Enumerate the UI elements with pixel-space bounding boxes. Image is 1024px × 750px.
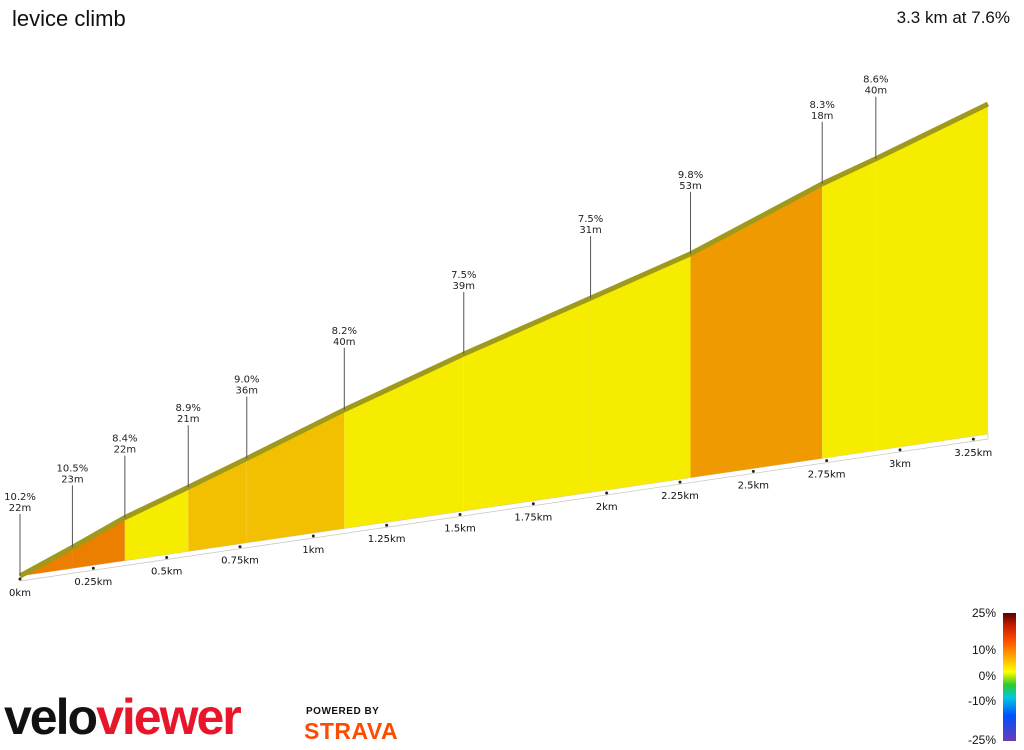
distance-tick-mark [91, 566, 95, 570]
distance-tick-label: 2.75km [808, 470, 846, 481]
gradient-strip [72, 517, 125, 569]
distance-tick-mark [678, 480, 682, 484]
gradient-strip [124, 487, 189, 561]
segment-gain-label: 18m [811, 111, 833, 122]
distance-tick-label: 2.25km [661, 491, 699, 502]
distance-tick-label: 0km [9, 588, 31, 599]
distance-tick-mark [605, 491, 609, 495]
segment-gradient-label: 9.0% [234, 375, 259, 386]
distance-tick-mark [898, 448, 902, 452]
distance-tick-mark [751, 469, 755, 473]
segment-gradient-label: 8.3% [809, 100, 834, 111]
gradient-strip [822, 158, 876, 459]
logo-viewer: viewer [96, 689, 241, 744]
veloviewer-logo: veloviewer [4, 689, 243, 744]
distance-tick-label: 1.25km [368, 534, 406, 545]
distance-tick-mark [825, 459, 829, 463]
segment-gradient-label: 8.6% [863, 75, 888, 86]
segment-gain-label: 40m [865, 86, 887, 97]
distance-tick-mark [165, 555, 169, 559]
chart-title: levice climb [12, 6, 126, 31]
segment-gain-label: 36m [236, 386, 258, 397]
segment-annotations-layer: 10.2%22m10.5%23m8.4%22m8.9%21m9.0%36m8.2… [4, 75, 889, 576]
distance-tick-label: 0.75km [221, 556, 259, 567]
segment-gain-label: 23m [61, 474, 83, 485]
segment-gradient-label: 7.5% [578, 214, 603, 225]
distance-tick-mark [18, 577, 22, 581]
distance-tick-mark [531, 502, 535, 506]
climb-summary: 3.3 km at 7.6% [896, 8, 1010, 27]
segment-gradient-label: 7.5% [451, 270, 476, 281]
segment-gain-label: 40m [333, 337, 355, 348]
svg-text:veloviewer: veloviewer [4, 689, 241, 744]
segment-gain-label: 39m [453, 281, 475, 292]
distance-tick-label: 3.25km [954, 448, 992, 459]
scale-label-minus25: -25% [968, 733, 996, 747]
distance-tick-label: 1km [302, 545, 324, 556]
scale-label-minus10: -10% [968, 694, 996, 708]
distance-tick-mark [458, 512, 462, 516]
segment-gradient-label: 8.4% [112, 434, 137, 445]
distance-tick-label: 3km [889, 459, 911, 470]
gradient-strip [590, 253, 691, 493]
segment-gain-label: 53m [679, 181, 701, 192]
segment-gradient-label: 10.2% [4, 492, 36, 503]
strava-logo: STRAVA [304, 718, 399, 744]
distance-tick-mark [238, 545, 242, 549]
distance-ticks-layer: 0km 0.25km 0.5km 0.75km 1km 1.25km 1.5km 1.75km… [9, 437, 992, 599]
distance-tick-mark [311, 534, 315, 538]
segment-gradient-label: 8.2% [332, 326, 357, 337]
gradient-color-scale: 25% 10% 0% -10% -25% [968, 606, 1016, 747]
segment-gradient-label: 9.8% [678, 170, 703, 181]
distance-tick-label: 2km [596, 502, 618, 513]
gradient-strip [690, 183, 823, 478]
profile-ridge-layer [18, 101, 990, 579]
gradient-strip [246, 409, 345, 543]
distance-tick-label: 2.5km [738, 480, 769, 491]
segment-gain-label: 22m [9, 503, 31, 514]
segment-gain-label: 21m [177, 414, 199, 425]
distance-tick-mark [385, 523, 389, 527]
gradient-strip [875, 104, 988, 451]
segment-gradient-label: 10.5% [57, 463, 89, 474]
scale-label-0: 0% [979, 669, 997, 683]
powered-by-label: POWERED BY [306, 706, 380, 717]
distance-tick-label: 0.5km [151, 566, 182, 577]
gradient-strip [463, 298, 591, 511]
distance-tick-label: 1.75km [514, 513, 552, 524]
distance-tick-mark [971, 437, 975, 441]
segment-gradient-label: 8.9% [176, 403, 201, 414]
distance-tick-label: 0.25km [74, 577, 112, 588]
logo-velo: velo [4, 689, 97, 744]
segment-gain-label: 22m [114, 445, 136, 456]
profile-ridge [18, 101, 990, 579]
scale-label-10: 10% [972, 643, 996, 657]
color-scale-bar [1003, 613, 1016, 741]
scale-label-25: 25% [972, 606, 996, 620]
distance-tick-label: 1.5km [444, 523, 475, 534]
segment-gain-label: 31m [579, 225, 601, 236]
